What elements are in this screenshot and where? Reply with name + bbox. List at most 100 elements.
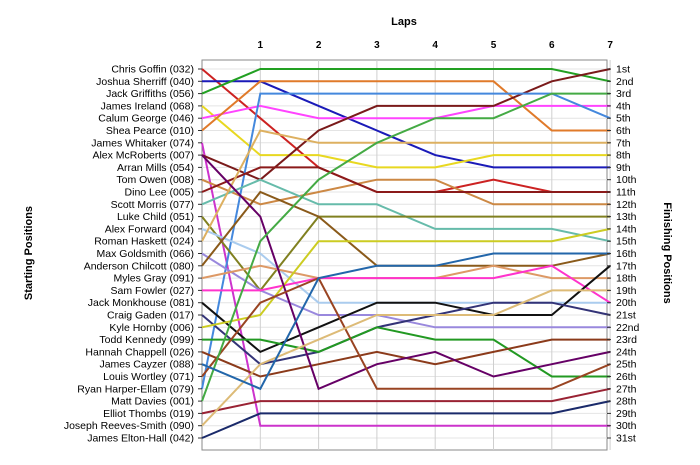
start-labels: Chris Goffin (032)Joshua Sherriff (040)J… (64, 64, 202, 445)
start-label: James Ireland (068) (101, 100, 194, 112)
series-line-15 (201, 129, 611, 242)
series-line-9 (201, 92, 611, 389)
start-label: Scott Morris (077) (111, 199, 194, 211)
finish-label: 17th (616, 260, 637, 272)
series-line-25 (201, 154, 611, 391)
start-label: James Cayzer (088) (99, 359, 194, 371)
start-label: Alex McRoberts (007) (92, 150, 194, 162)
start-label: Chris Goffin (032) (111, 64, 194, 76)
x-tick-label: 3 (374, 40, 380, 51)
finish-label: 16th (616, 248, 637, 260)
series-line-4 (201, 105, 611, 169)
series-line-8 (201, 68, 611, 181)
series-lines (201, 68, 611, 439)
finish-label: 10th (616, 174, 637, 186)
start-label: Anderson Chilcott (080) (84, 260, 194, 272)
right-axis-label: Finishing Positions (661, 202, 673, 303)
start-label: Myles Gray (091) (113, 273, 194, 285)
start-label: Alex Forward (004) (105, 223, 194, 235)
finish-label: 27th (616, 383, 637, 395)
series-line-28 (201, 400, 611, 439)
finish-label: 9th (616, 162, 631, 174)
left-axis-label: Starting Positions (23, 206, 35, 300)
series-line-30 (201, 289, 611, 427)
finish-label: 18th (616, 273, 637, 285)
finish-label: 20th (616, 297, 637, 309)
start-label: Dino Lee (005) (125, 187, 194, 199)
series-line-13 (201, 215, 611, 293)
finish-label: 7th (616, 137, 631, 149)
x-tick-label: 4 (432, 40, 438, 51)
x-tick-label: 6 (549, 40, 555, 51)
x-tick-label: 7 (607, 40, 613, 51)
finish-label: 11th (616, 187, 636, 199)
finish-label: 1st (616, 64, 630, 76)
start-label: Max Goldsmith (066) (97, 248, 194, 260)
finish-label: 29th (616, 408, 637, 420)
finish-label: 12th (616, 199, 637, 211)
finish-label: 31st (616, 433, 636, 445)
finish-label: 6th (616, 125, 631, 137)
series-line-19 (202, 264, 611, 304)
start-label: James Whitaker (074) (91, 137, 194, 149)
start-label: Matt Davies (001) (111, 396, 194, 408)
start-label: Elliot Thombs (019) (103, 408, 194, 420)
start-label: Louis Wortley (071) (103, 371, 194, 383)
finish-label: 21st (616, 310, 636, 322)
finish-label: 14th (616, 223, 637, 235)
finish-labels: 1st2nd3rd4th5th6th7th8th9th10th11th12th1… (607, 64, 640, 445)
start-label: Todd Kennedy (099) (99, 334, 194, 346)
start-label: Shea Pearce (010) (106, 125, 194, 137)
start-label: Joshua Sherriff (040) (96, 76, 194, 88)
series-line-7 (201, 142, 611, 427)
series-line-26 (201, 276, 611, 390)
start-label: Ryan Harper-Ellam (079) (77, 383, 194, 395)
finish-label: 22nd (616, 322, 640, 334)
start-label: Jack Griffiths (056) (106, 88, 194, 100)
start-label: Roman Haskett (024) (94, 236, 194, 248)
start-label: Arran Mills (054) (117, 162, 194, 174)
start-label: Hannah Chappell (026) (85, 346, 194, 358)
series-line-5 (201, 104, 611, 120)
start-label: Joseph Reeves-Smith (090) (64, 420, 194, 432)
start-label: Kyle Hornby (006) (109, 322, 194, 334)
finish-label: 3rd (616, 88, 631, 100)
finish-label: 2nd (616, 76, 634, 88)
series-line-11 (201, 166, 611, 193)
finish-label: 19th (616, 285, 637, 297)
start-label: James Elton-Hall (042) (87, 433, 194, 445)
x-tick-label: 5 (491, 40, 497, 51)
finish-label: 8th (616, 150, 631, 162)
start-label: Sam Fowler (027) (111, 285, 194, 297)
finish-label: 25th (616, 359, 637, 371)
start-label: Tom Owen (008) (116, 174, 194, 186)
chart-title: Laps (391, 16, 417, 28)
x-tick-labels: 1 2 3 4 5 6 7 (258, 40, 614, 51)
series-line-6 (201, 80, 611, 132)
finish-label: 23rd (616, 334, 637, 346)
series-line-27 (201, 92, 611, 402)
start-label: Luke Child (051) (117, 211, 194, 223)
finish-label: 28th (616, 396, 637, 408)
finish-label: 5th (616, 113, 631, 125)
finish-label: 24th (616, 346, 637, 358)
series-line-22 (201, 227, 611, 329)
series-line-10 (201, 178, 611, 206)
finish-label: 13th (616, 211, 637, 223)
start-label: Calum George (046) (98, 113, 194, 125)
series-line-31 (201, 252, 611, 391)
series-line-21 (201, 301, 611, 366)
finish-label: 30th (616, 420, 637, 432)
series-line-20 (201, 265, 611, 354)
finish-label: 15th (616, 236, 637, 248)
series-line-29 (201, 387, 611, 415)
finish-label: 26th (616, 371, 637, 383)
x-tick-label: 1 (258, 40, 264, 51)
start-label: Craig Gaden (017) (107, 310, 194, 322)
series-line-3 (201, 68, 611, 95)
series-line-23 (202, 326, 611, 378)
x-tick-label: 2 (316, 40, 322, 51)
start-label: Jack Monkhouse (081) (88, 297, 194, 309)
finish-label: 4th (616, 100, 631, 112)
